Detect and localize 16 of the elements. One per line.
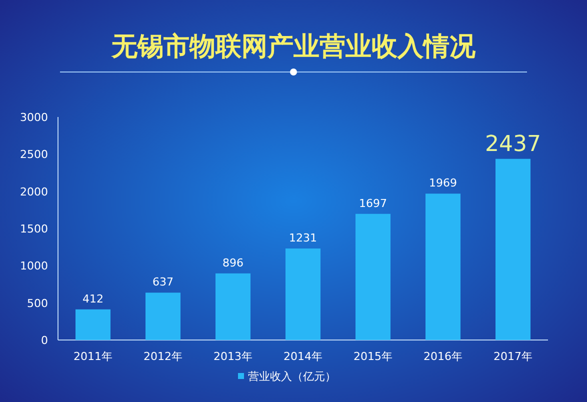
x-tick-label: 2017年: [494, 350, 532, 363]
data-label: 1969: [429, 176, 457, 190]
x-tick-label: 2012年: [144, 350, 182, 363]
x-tick-label: 2013年: [214, 350, 252, 363]
legend-label: 营业收入（亿元）: [248, 370, 336, 383]
x-tick-label: 2011年: [74, 350, 112, 363]
data-label: 412: [82, 292, 104, 306]
chart-title: 无锡市物联网产业营业收入情况: [110, 32, 476, 62]
data-label: 637: [152, 276, 174, 289]
x-tick-label: 2015年: [354, 350, 392, 363]
data-label: 2437: [485, 132, 541, 157]
data-label: 896: [222, 256, 244, 270]
data-label: 1697: [359, 196, 387, 210]
x-tick-label: 2014年: [284, 350, 322, 363]
data-label: 1231: [289, 231, 317, 244]
x-tick-label: 2016年: [424, 350, 462, 363]
